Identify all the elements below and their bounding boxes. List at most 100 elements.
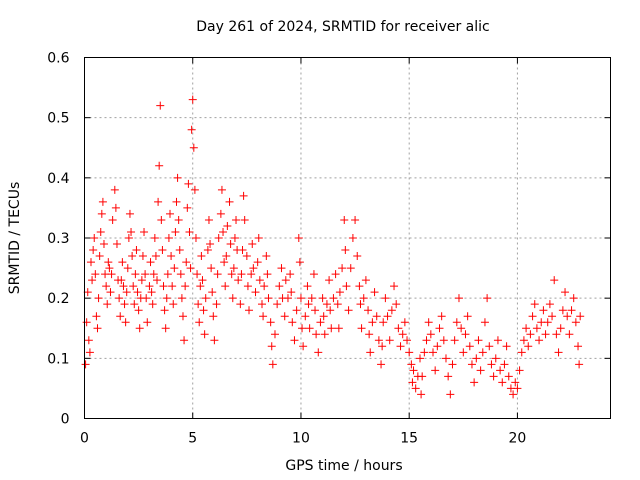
data-point bbox=[92, 312, 101, 321]
data-point bbox=[341, 246, 350, 255]
data-point bbox=[476, 366, 485, 375]
data-point bbox=[295, 258, 304, 267]
data-point bbox=[93, 324, 102, 333]
data-point bbox=[379, 318, 388, 327]
data-point bbox=[200, 330, 209, 339]
data-point bbox=[240, 215, 249, 224]
data-point bbox=[431, 366, 440, 375]
data-point bbox=[90, 234, 99, 242]
data-point bbox=[134, 306, 143, 315]
data-point bbox=[201, 294, 210, 303]
data-point bbox=[167, 252, 176, 261]
data-point bbox=[355, 282, 364, 291]
data-point bbox=[253, 258, 262, 267]
data-point bbox=[433, 342, 442, 351]
data-point bbox=[334, 324, 343, 333]
data-point bbox=[135, 324, 144, 333]
data-point bbox=[142, 294, 151, 303]
data-point bbox=[532, 324, 541, 333]
data-point bbox=[522, 324, 531, 333]
data-point bbox=[187, 125, 196, 134]
data-point bbox=[318, 294, 327, 303]
data-point bbox=[260, 282, 269, 291]
data-point bbox=[97, 209, 106, 218]
y-tick-label: 0.4 bbox=[47, 171, 69, 187]
data-point bbox=[335, 288, 344, 297]
data-point bbox=[84, 336, 93, 345]
data-point bbox=[357, 324, 366, 333]
data-point bbox=[196, 282, 205, 291]
data-point bbox=[576, 312, 585, 321]
data-point bbox=[319, 312, 328, 321]
data-point bbox=[262, 252, 271, 261]
data-point bbox=[387, 306, 396, 315]
data-point bbox=[420, 348, 429, 357]
data-point bbox=[112, 240, 121, 249]
y-tick-label: 0 bbox=[61, 412, 70, 428]
data-point bbox=[83, 288, 92, 297]
data-point bbox=[237, 270, 246, 279]
data-point bbox=[366, 348, 375, 357]
data-point bbox=[556, 324, 565, 333]
data-point bbox=[116, 312, 125, 321]
data-point bbox=[91, 270, 100, 279]
data-point bbox=[294, 234, 303, 242]
data-point bbox=[238, 246, 247, 255]
data-point bbox=[155, 161, 164, 170]
data-point bbox=[344, 306, 353, 315]
data-point bbox=[159, 282, 168, 291]
data-point bbox=[131, 270, 140, 279]
data-point bbox=[340, 215, 349, 224]
data-point bbox=[236, 300, 245, 309]
y-tick-label: 0.1 bbox=[47, 351, 69, 367]
data-point bbox=[398, 330, 407, 339]
y-tick-label: 0.3 bbox=[47, 231, 69, 247]
data-point bbox=[450, 336, 459, 345]
data-point bbox=[372, 312, 381, 321]
data-point bbox=[435, 324, 444, 333]
data-point bbox=[437, 312, 446, 321]
data-point bbox=[574, 342, 583, 351]
data-point bbox=[377, 360, 386, 369]
data-point bbox=[247, 270, 256, 279]
data-point bbox=[220, 258, 229, 267]
data-point bbox=[183, 203, 192, 212]
data-point bbox=[563, 312, 572, 321]
data-point bbox=[168, 282, 177, 291]
data-point bbox=[208, 288, 217, 297]
data-point bbox=[213, 270, 222, 279]
data-point bbox=[275, 282, 284, 291]
data-point bbox=[541, 330, 550, 339]
data-point bbox=[166, 209, 175, 218]
data-point bbox=[209, 312, 218, 321]
data-point bbox=[170, 264, 179, 273]
x-tick-label: 5 bbox=[188, 431, 197, 447]
data-point bbox=[270, 330, 279, 339]
data-point bbox=[314, 348, 323, 357]
data-point bbox=[249, 264, 258, 273]
data-point bbox=[374, 336, 383, 345]
data-point bbox=[496, 366, 505, 375]
data-point bbox=[123, 264, 132, 273]
data-point bbox=[251, 288, 260, 297]
data-point bbox=[452, 318, 461, 327]
data-point bbox=[225, 197, 234, 206]
data-point bbox=[333, 300, 342, 309]
data-point bbox=[175, 246, 184, 255]
data-point bbox=[186, 264, 195, 273]
data-point bbox=[288, 318, 297, 327]
data-points bbox=[81, 95, 585, 399]
data-point bbox=[161, 324, 170, 333]
data-point bbox=[255, 276, 264, 285]
data-point bbox=[342, 282, 351, 291]
data-point bbox=[299, 342, 308, 351]
data-point bbox=[283, 294, 292, 303]
data-point bbox=[422, 336, 431, 345]
data-point bbox=[351, 215, 360, 224]
data-point bbox=[266, 318, 275, 327]
data-point bbox=[311, 306, 320, 315]
data-point bbox=[151, 252, 160, 261]
data-point bbox=[292, 306, 301, 315]
data-point bbox=[164, 234, 173, 242]
axis-ticks bbox=[84, 57, 611, 419]
